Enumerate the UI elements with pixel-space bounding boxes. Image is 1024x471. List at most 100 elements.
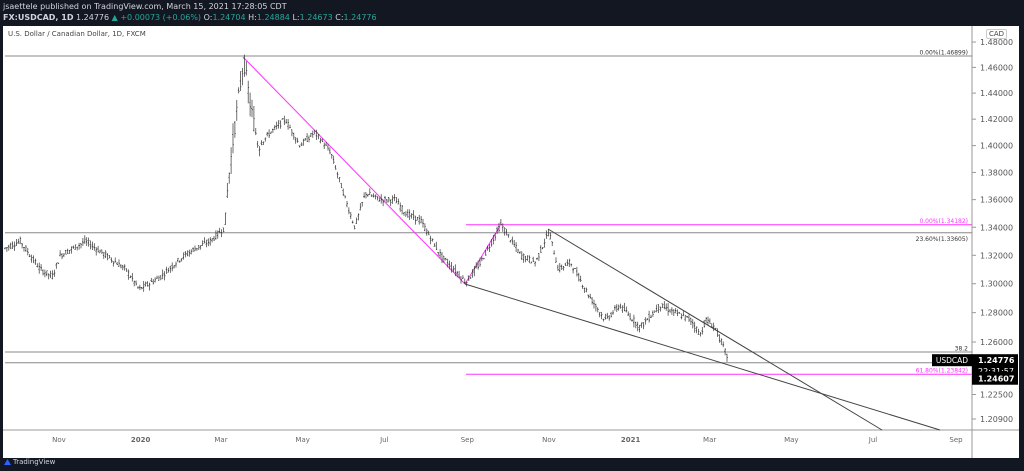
ohlc-bar [652, 310, 654, 317]
tradingview-logo-text: TradingView [13, 458, 56, 466]
ohlc-bar [355, 217, 358, 225]
ohlc-bar [6, 247, 8, 252]
ohlc-bar [78, 242, 80, 250]
ohlc-bar [517, 248, 519, 254]
time-tick-label: Sep [461, 436, 475, 444]
ohlc-bar [135, 280, 137, 286]
ohlc-bar [152, 279, 155, 285]
ohlc-bar [329, 147, 331, 155]
ohlc-bar [338, 177, 341, 183]
last-price: 1.24776 [76, 13, 110, 22]
ohlc-bar [503, 227, 506, 236]
ohlc-bar [177, 257, 179, 263]
ohlc-bar [570, 263, 573, 267]
ohlc-bar [315, 129, 318, 140]
ohlc-bar [520, 251, 523, 261]
ohlc-bar [133, 280, 136, 287]
ohlc-bar [671, 307, 673, 315]
ohlc-bar [281, 118, 284, 120]
ohlc-bar [215, 230, 217, 240]
ohlc-bar [701, 326, 704, 335]
ohlc-bar [159, 275, 162, 281]
ohlc-bar [342, 188, 345, 197]
ohlc-bar [699, 332, 702, 337]
time-tick-label: Nov [542, 436, 556, 444]
ohlc-bar [595, 303, 597, 312]
ohlc-bar [370, 194, 373, 197]
open-value: 1.24704 [212, 13, 246, 22]
ohlc-bar [325, 142, 327, 146]
ohlc-bar [19, 236, 22, 245]
ohlc-bar [511, 236, 514, 245]
price-tick-label: 1.44000 [980, 89, 1013, 98]
tradingview-logo[interactable]: TradingView [4, 458, 55, 466]
ohlc-bar [408, 209, 411, 221]
time-tick-label: Jul [379, 436, 389, 444]
ohlc-bar [391, 195, 394, 204]
ohlc-bar [294, 137, 297, 144]
fib-trendline-1 [242, 56, 466, 285]
ohlc-bar [720, 338, 723, 346]
ohlc-bar [190, 249, 193, 255]
ohlc-bar [439, 249, 441, 259]
ohlc-bar [680, 313, 683, 320]
ohlc-bar [175, 261, 177, 268]
ohlc-bar [577, 272, 580, 282]
ohlc-bar [481, 256, 483, 262]
ohlc-bar [693, 321, 696, 333]
ohlc-bar [254, 128, 257, 136]
ohlc-bar [30, 254, 33, 263]
ohlc-bar [300, 142, 303, 146]
ohlc-bar [292, 132, 295, 140]
ohlc-bar [357, 213, 360, 221]
ohlc-bar [15, 239, 18, 246]
price-tick-label: 1.34000 [980, 223, 1013, 232]
ohlc-bar [585, 287, 588, 293]
ohlc-bar [492, 234, 495, 245]
fib-swing-high-line-label: 0.00%(1.34182) [919, 218, 968, 225]
currency-badge[interactable]: CAD [986, 29, 1008, 39]
time-tick-label: Nov [52, 436, 66, 444]
ohlc-bar [154, 277, 156, 283]
ohlc-bar [576, 266, 578, 277]
ohlc-bar [589, 293, 592, 299]
ohlc-bar [691, 319, 694, 329]
wedge-lower-trendline [464, 283, 941, 431]
ohlc-bar [80, 243, 82, 249]
ohlc-bar [669, 308, 671, 313]
ohlc-bar [148, 282, 151, 291]
ohlc-bar [465, 281, 468, 287]
ohlc-bar [591, 297, 593, 305]
ohlc-bar [298, 145, 301, 148]
ohlc-bar [197, 245, 200, 250]
ohlc-bar [38, 262, 41, 274]
ohlc-bar [70, 246, 73, 254]
ohlc-bar [112, 261, 115, 267]
ohlc-bar [330, 154, 333, 159]
ohlc-bar [17, 238, 20, 244]
ohlc-bar [405, 211, 407, 217]
ohlc-bar [26, 247, 29, 256]
price-tick-label: 1.42000 [980, 115, 1013, 124]
ohlc-bar [89, 240, 92, 250]
ohlc-bar [346, 200, 348, 208]
ohlc-bar [629, 313, 631, 321]
ohlc-bar [574, 267, 576, 270]
ohlc-bar [615, 304, 618, 312]
ohlc-bar [566, 259, 569, 267]
fib-382-line-label: 38.2 [955, 345, 969, 352]
ohlc-bar [310, 132, 312, 137]
ohlc-bar [610, 311, 612, 318]
chart-panel[interactable] [3, 26, 1019, 458]
ohlc-bar [114, 257, 117, 263]
ohlc-bar [644, 317, 647, 325]
ohlc-bar [627, 311, 630, 316]
ohlc-bar [665, 303, 668, 311]
ohlc-bar [441, 252, 443, 264]
ohlc-bar [703, 319, 706, 328]
ohlc-bar [469, 276, 472, 279]
ohlc-bar [273, 125, 276, 131]
ohlc-bar [389, 199, 392, 207]
ohlc-bar [97, 245, 99, 253]
